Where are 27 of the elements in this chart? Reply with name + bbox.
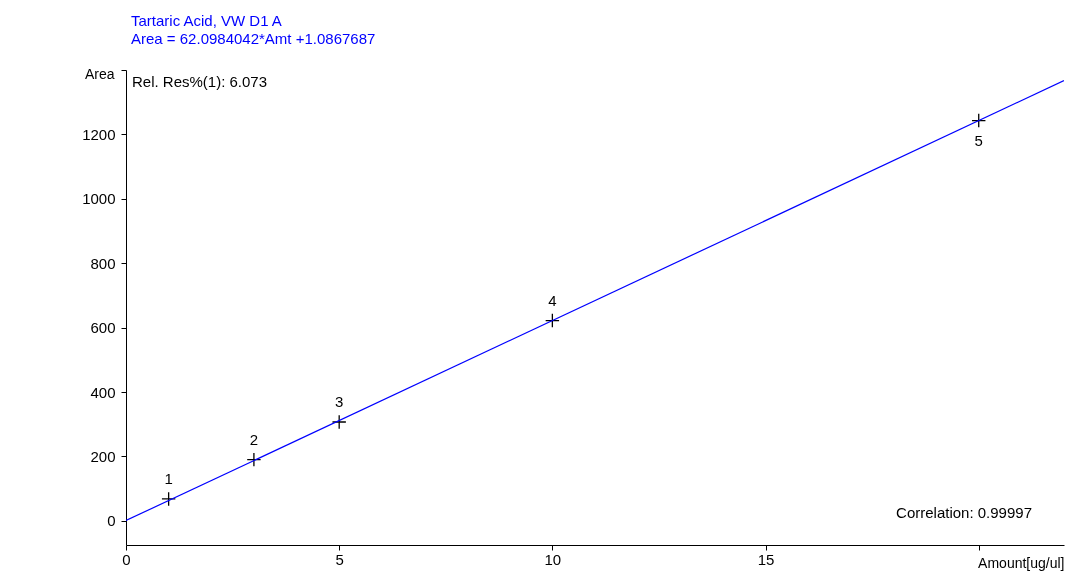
annotation: 4 <box>548 291 557 309</box>
x-tick-label: 5 <box>335 550 344 568</box>
annotation: Rel. Res%(1): 6.073 <box>132 73 268 90</box>
point <box>331 414 347 430</box>
chart-title: Tartaric Acid, VW D1 A <box>131 12 282 29</box>
y-tick-label: 600 <box>90 319 116 337</box>
annotation: 5 <box>974 131 983 149</box>
x-tick-label: 15 <box>757 550 775 568</box>
annotation: Correlation: 0.99997 <box>896 504 1032 521</box>
point <box>545 313 560 328</box>
x-tick-label: 10 <box>544 550 562 568</box>
y-tick-label: 200 <box>90 447 116 465</box>
x-tick-label: 0 <box>122 550 131 568</box>
point <box>971 113 987 128</box>
y-tick-label: 400 <box>90 383 116 401</box>
point <box>246 452 262 468</box>
y-tick-label: 0 <box>107 512 116 530</box>
chart-subtitle: Area = 62.0984042*Amt +1.0867687 <box>131 30 376 47</box>
annotation: 1 <box>164 469 173 487</box>
y-tick-label: 1200 <box>82 125 116 143</box>
annotation: 3 <box>335 392 344 410</box>
point <box>161 491 176 507</box>
y-axis-title: Area <box>84 65 115 82</box>
y-tick-label: 1000 <box>82 190 116 208</box>
x-axis-title: Amount[ug/ul] <box>978 554 1065 571</box>
annotation: 2 <box>249 430 259 448</box>
y-tick-label: 800 <box>90 254 116 272</box>
